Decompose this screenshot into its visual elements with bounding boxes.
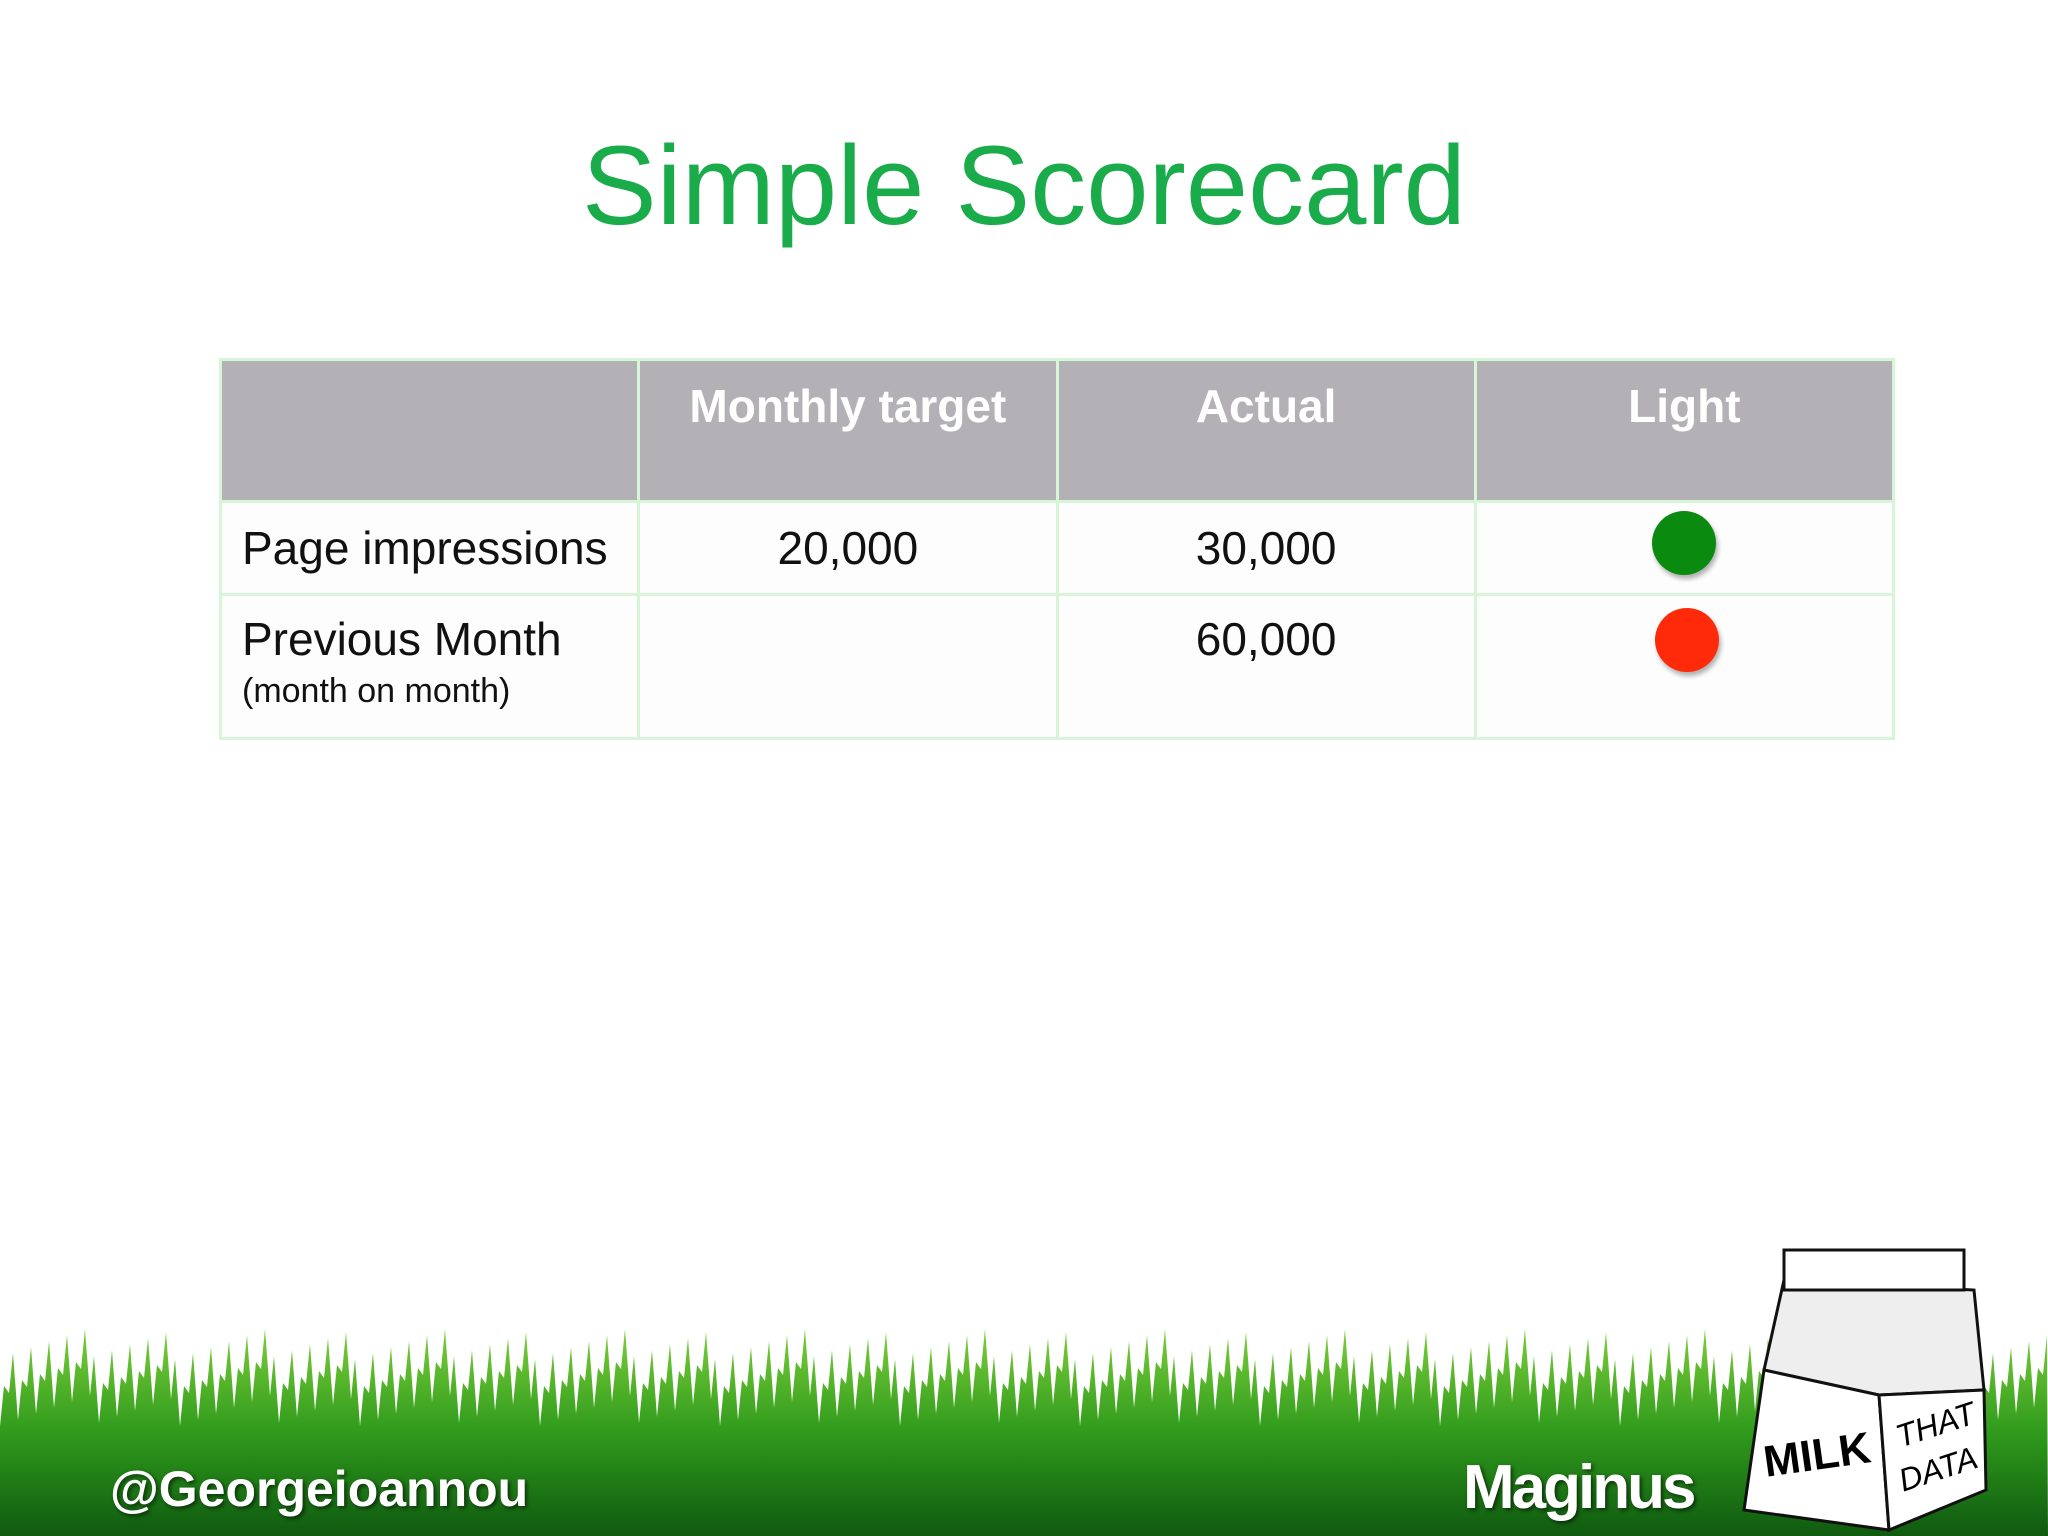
- row-label: Page impressions: [218, 500, 641, 596]
- light-cell: [1473, 500, 1896, 596]
- brand-logo: Maginus: [1463, 1453, 1696, 1522]
- grass: [0, 1329, 2048, 1536]
- actual-cell: 30,000: [1055, 500, 1477, 596]
- author-handle: @Georgeioannou: [110, 1461, 529, 1517]
- header-cell: Actual: [1055, 358, 1477, 503]
- header-cell: [218, 358, 641, 503]
- slide-title: Simple Scorecard: [582, 123, 1466, 248]
- row-label: Previous Month: [242, 613, 562, 665]
- header-cell: Light: [1473, 358, 1896, 503]
- light-cell: [1473, 593, 1896, 740]
- header-cell: Monthly target: [637, 358, 1059, 503]
- status-light: [1655, 608, 1720, 672]
- carton-side: [1877, 1388, 1988, 1533]
- status-light: [1652, 510, 1717, 575]
- carton-cap: [1782, 1248, 1966, 1292]
- scorecard-table: Monthly target Actual Light Page impress…: [218, 358, 1896, 740]
- row: Previous Month (month on month) 60,000: [218, 593, 1896, 740]
- target-cell: [637, 593, 1059, 740]
- grass-footer: MILK THAT DATA: [0, 1248, 2048, 1536]
- row-note: (month on month): [242, 672, 511, 710]
- header-row: Monthly target Actual Light: [218, 358, 1896, 503]
- milk-carton: MILK THAT DATA: [1742, 1248, 1988, 1533]
- actual-cell: 60,000: [1055, 593, 1477, 740]
- row-label-cell: Previous Month (month on month): [218, 593, 641, 740]
- row: Page impressions 20,000 30,000: [218, 500, 1896, 596]
- target-cell: 20,000: [637, 500, 1059, 596]
